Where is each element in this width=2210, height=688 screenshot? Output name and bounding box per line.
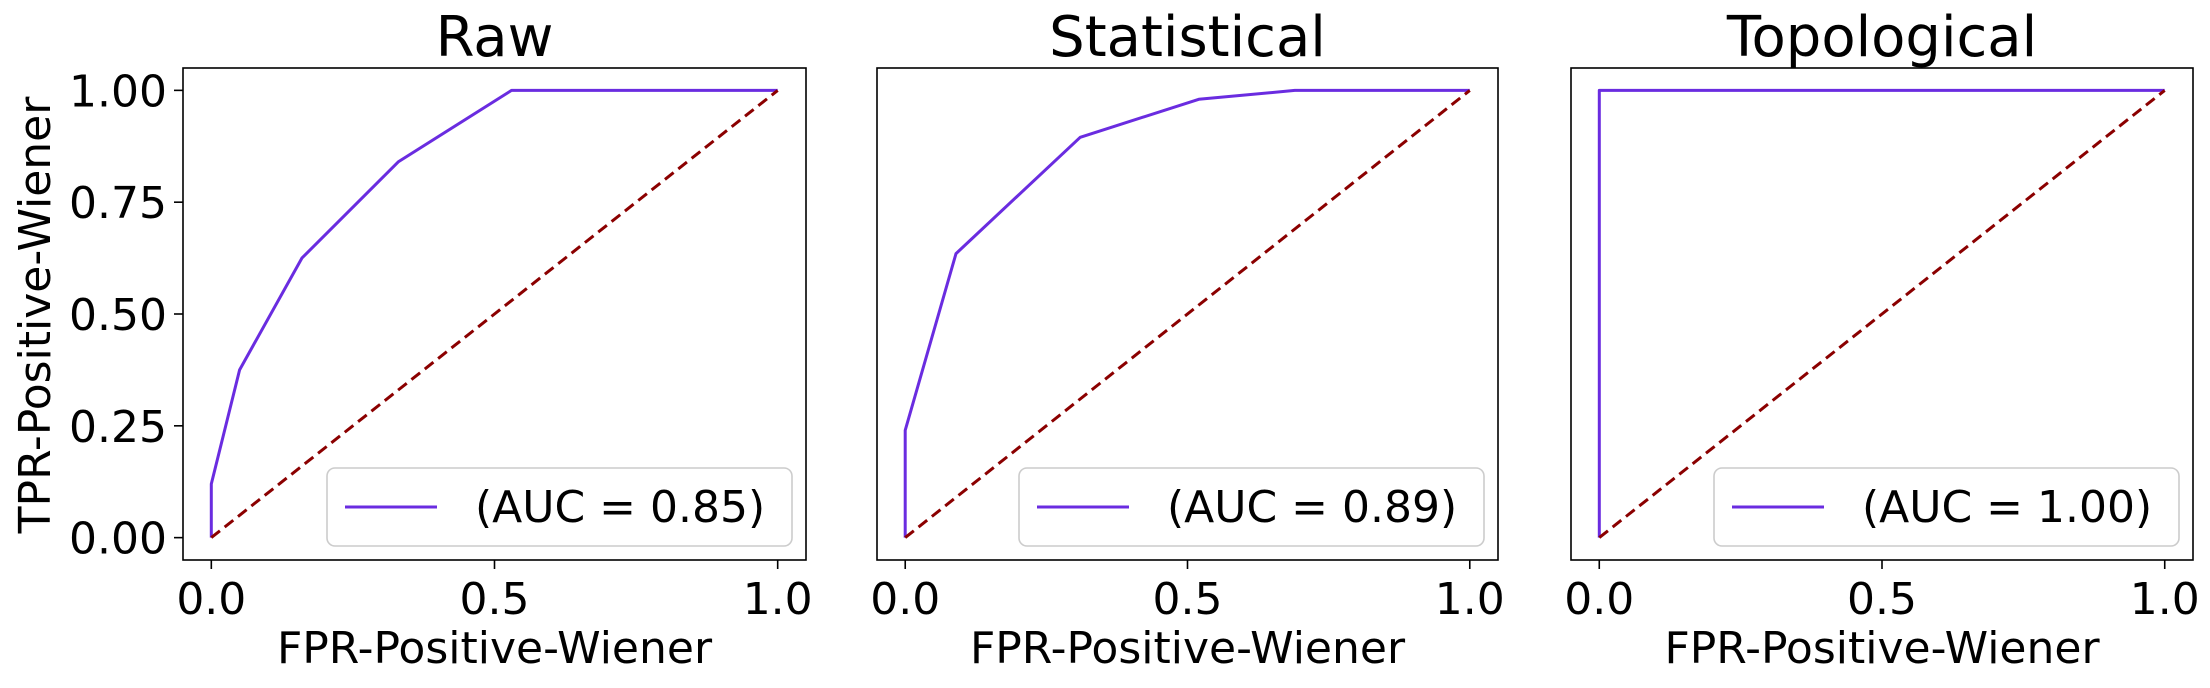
x-tick-label: 0.0 xyxy=(176,574,246,625)
x-tick-label: 1.0 xyxy=(1435,574,1505,625)
legend-box xyxy=(1018,467,1485,547)
panels: Raw 0.0 0.5 1.0 0.00 0.25 0.50 0.75 1.00 FPR-Posi… xyxy=(69,5,2200,674)
x-axis-label: FPR-Positive-Wiener xyxy=(1664,623,2100,674)
roc-curve-line xyxy=(209,88,778,538)
chart-title: Topological xyxy=(1726,5,2037,70)
x-axis-label: FPR-Positive-Wiener xyxy=(970,623,1406,674)
legend-box xyxy=(1713,467,2180,547)
y-axis-label: TPR-Positive-Wiener xyxy=(10,96,61,535)
chance-diagonal-line xyxy=(904,89,1471,539)
x-tick-label: 0.5 xyxy=(1153,574,1223,625)
chance-diagonal-line xyxy=(210,89,779,539)
y-tick-label: 1.00 xyxy=(69,66,167,117)
x-tick-label: 0.5 xyxy=(1847,574,1917,625)
legend-label: (AUC = 1.00) xyxy=(1862,482,2152,533)
x-tick-label: 0.0 xyxy=(870,574,940,625)
legend: (AUC = 0.89) xyxy=(1018,467,1485,547)
chance-diagonal-line xyxy=(1598,89,2166,539)
roc-curve-line xyxy=(1597,88,2165,538)
chart-title: Raw xyxy=(436,5,554,70)
chart-title: Statistical xyxy=(1049,5,1326,70)
roc-curve-line xyxy=(903,88,1470,538)
x-tick-label: 0.0 xyxy=(1564,574,1634,625)
y-tick-label: 0.50 xyxy=(69,290,167,341)
chart-panel-0: Raw 0.0 0.5 1.0 0.00 0.25 0.50 0.75 1.00 FPR-Posi… xyxy=(69,5,813,674)
x-tick-label: 0.5 xyxy=(460,574,530,625)
legend-box xyxy=(326,467,793,547)
y-tick-label: 0.25 xyxy=(69,402,167,453)
legend-label: (AUC = 0.89) xyxy=(1167,482,1457,533)
x-axis-label: FPR-Positive-Wiener xyxy=(277,623,713,674)
legend: (AUC = 1.00) xyxy=(1713,467,2180,547)
chart-panel-2: Topological 0.0 0.5 1.0 FPR-Positive-Wiener (… xyxy=(1564,5,2199,674)
y-tick-label: 0.00 xyxy=(69,514,167,565)
y-tick-label: 0.75 xyxy=(69,178,167,229)
chart-panel-1: Statistical 0.0 0.5 1.0 FPR-Positive-Wiener (… xyxy=(870,5,1505,674)
x-tick-label: 1.0 xyxy=(2130,574,2200,625)
legend: (AUC = 0.85) xyxy=(326,467,793,547)
legend-label: (AUC = 0.85) xyxy=(475,482,765,533)
x-tick-label: 1.0 xyxy=(743,574,813,625)
